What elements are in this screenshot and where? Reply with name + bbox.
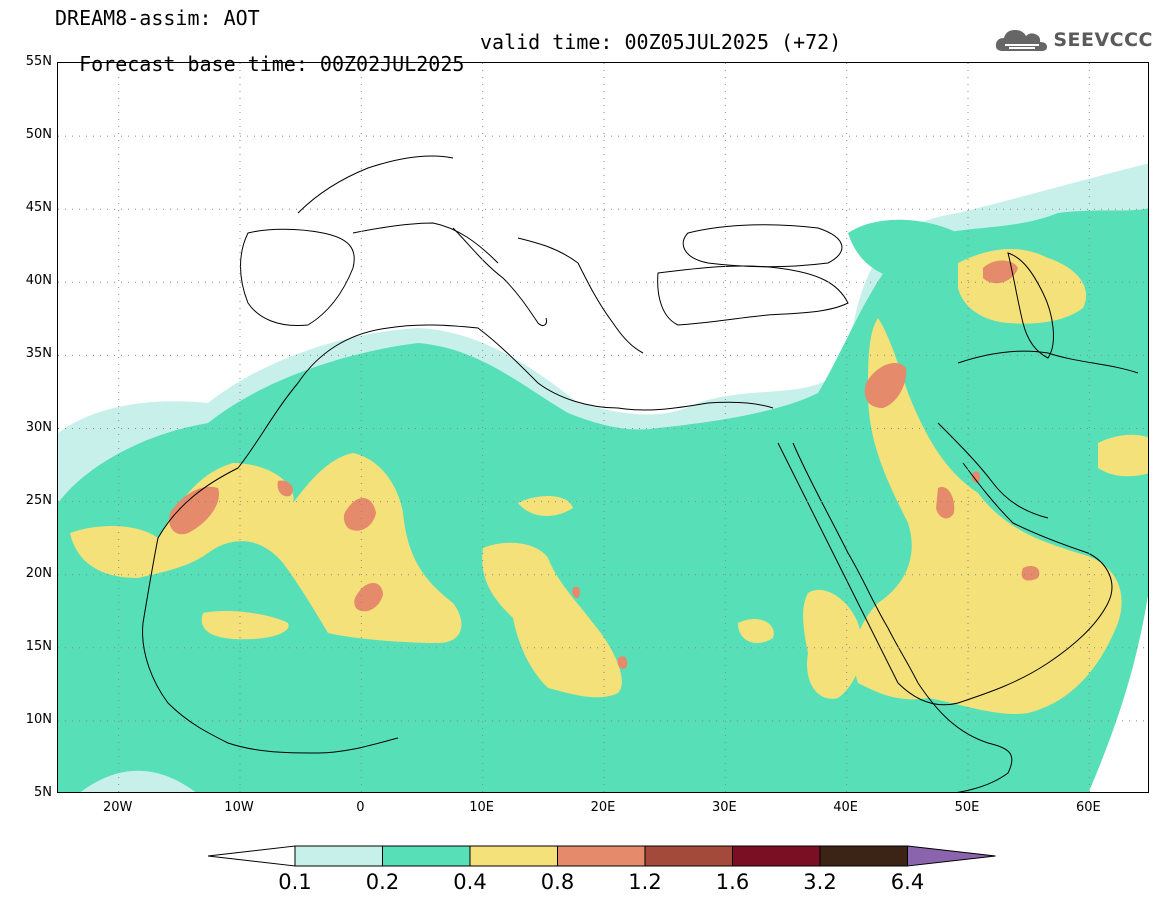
- aot-map: [58, 63, 1148, 792]
- lat-label: 50N: [25, 127, 52, 143]
- lon-label: 10E: [469, 800, 495, 815]
- colorbar-box: [469, 845, 558, 867]
- lon-label: 10W: [224, 800, 254, 815]
- lon-label: 20E: [590, 800, 616, 815]
- cloud-icon: [996, 30, 1048, 51]
- base-time-text: Forecast base time: 00Z02JUL2025: [79, 52, 465, 76]
- coastlines: [142, 155, 1139, 792]
- lat-label: 25N: [25, 492, 52, 508]
- lat-label: 35N: [25, 346, 52, 362]
- colorbar-under-triangle: [207, 845, 296, 867]
- lat-label: 5N: [34, 785, 52, 800]
- forecast-base-time: Forecast base time: 00Z02JUL2025 valid t…: [55, 31, 841, 97]
- lon-label: 40E: [833, 800, 859, 815]
- lon-label: 30E: [711, 800, 737, 815]
- colorbar-threshold-label: 6.4: [890, 870, 925, 894]
- map-title: DREAM8-assim: AOT: [55, 6, 260, 30]
- lat-label: 45N: [25, 200, 52, 216]
- colorbar-box: [644, 845, 733, 867]
- colorbar-threshold-label: 0.2: [365, 870, 400, 894]
- logo-text: SEEVCCC: [1053, 29, 1153, 51]
- colorbar-threshold-label: 3.2: [803, 870, 837, 894]
- colorbar-threshold-label: 0.1: [278, 870, 312, 894]
- valid-time-text: valid time: 00Z05JUL2025 (+72): [480, 30, 842, 54]
- colorbar-box: [557, 845, 646, 867]
- colorbar-over-triangle: [907, 845, 996, 867]
- colorbar-box: [382, 845, 471, 867]
- lat-label: 40N: [25, 273, 52, 289]
- colorbar-threshold-label: 1.6: [715, 870, 750, 894]
- seevccc-logo: SEEVCCC: [995, 25, 1153, 55]
- colorbar-box: [732, 845, 821, 867]
- colorbar-box: [819, 845, 908, 867]
- aot-level-0.8: [169, 260, 1040, 669]
- lat-label: 10N: [25, 711, 52, 727]
- colorbar-threshold-label: 0.8: [540, 870, 575, 894]
- lat-label: 30N: [25, 419, 52, 435]
- colorbar-box: [294, 845, 383, 867]
- colorbar-threshold-label: 1.2: [628, 870, 662, 894]
- lat-label: 55N: [25, 54, 52, 69]
- lon-label: 20W: [102, 800, 133, 815]
- lat-label: 15N: [25, 638, 52, 654]
- lon-label: 60E: [1075, 800, 1101, 815]
- colorbar-threshold-label: 0.4: [453, 870, 487, 894]
- lat-label: 20N: [25, 565, 52, 581]
- graticule: [58, 63, 1148, 792]
- map-panel: [57, 62, 1149, 793]
- aot-colorbar: [207, 845, 996, 867]
- lon-label: 50E: [954, 800, 980, 815]
- lon-label: 0: [356, 800, 365, 815]
